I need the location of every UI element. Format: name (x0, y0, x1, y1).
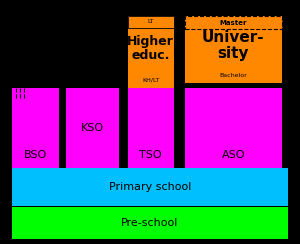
Bar (128, 16, 174, 28)
Text: Pre-school: Pre-school (121, 218, 179, 228)
Bar (184, 16, 282, 83)
Text: Primary school: Primary school (109, 182, 191, 192)
Bar (25, 88, 39, 99)
Text: Higher
educ.: Higher educ. (127, 35, 174, 62)
Bar (66, 88, 118, 168)
Text: KH/LT: KH/LT (142, 78, 160, 82)
Text: TSO: TSO (140, 150, 162, 160)
Bar (12, 168, 288, 206)
Bar (12, 88, 58, 168)
Text: BSO: BSO (24, 150, 47, 160)
Text: Master: Master (220, 20, 247, 26)
Bar (184, 88, 282, 168)
Bar (128, 16, 174, 88)
Text: LT: LT (148, 20, 154, 24)
Text: Bachelor: Bachelor (219, 73, 247, 78)
Text: Univer-
sity: Univer- sity (202, 30, 265, 61)
Bar (184, 16, 282, 29)
Text: ASO: ASO (221, 150, 245, 160)
Text: KSO: KSO (81, 123, 104, 133)
Bar (12, 207, 288, 239)
Bar (128, 88, 174, 168)
